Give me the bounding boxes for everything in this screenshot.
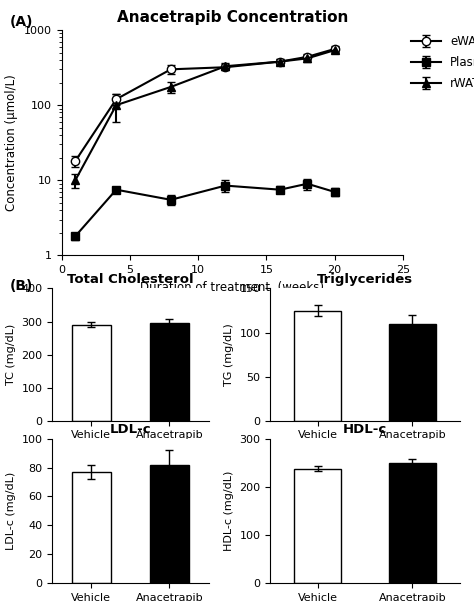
Title: LDL-c: LDL-c (109, 423, 151, 436)
Title: HDL-c: HDL-c (343, 423, 387, 436)
Bar (72, 325, 111, 421)
Y-axis label: LDL-c (mg/dL): LDL-c (mg/dL) (6, 472, 16, 550)
Y-axis label: TC (mg/dL): TC (mg/dL) (6, 324, 16, 385)
Bar (389, 324, 436, 421)
Text: (B): (B) (9, 279, 33, 293)
Y-axis label: HDL-c (mg/dL): HDL-c (mg/dL) (224, 471, 234, 551)
Title: Total Cholesterol: Total Cholesterol (67, 273, 194, 286)
Bar (294, 469, 341, 583)
X-axis label: Duration of treatment  (weeks): Duration of treatment (weeks) (140, 281, 324, 294)
Y-axis label: Concentration (μmol/L): Concentration (μmol/L) (5, 75, 18, 211)
Bar (150, 323, 189, 421)
Title: Triglycerides: Triglycerides (317, 273, 413, 286)
Title: Anacetrapib Concentration: Anacetrapib Concentration (117, 10, 348, 25)
Legend: eWAT, Plasma, rWAT: eWAT, Plasma, rWAT (406, 30, 474, 95)
Bar (150, 465, 189, 583)
Bar (294, 311, 341, 421)
Y-axis label: TG (mg/dL): TG (mg/dL) (224, 323, 234, 386)
Bar (72, 472, 111, 583)
Bar (389, 463, 436, 583)
Text: (A): (A) (9, 15, 33, 29)
